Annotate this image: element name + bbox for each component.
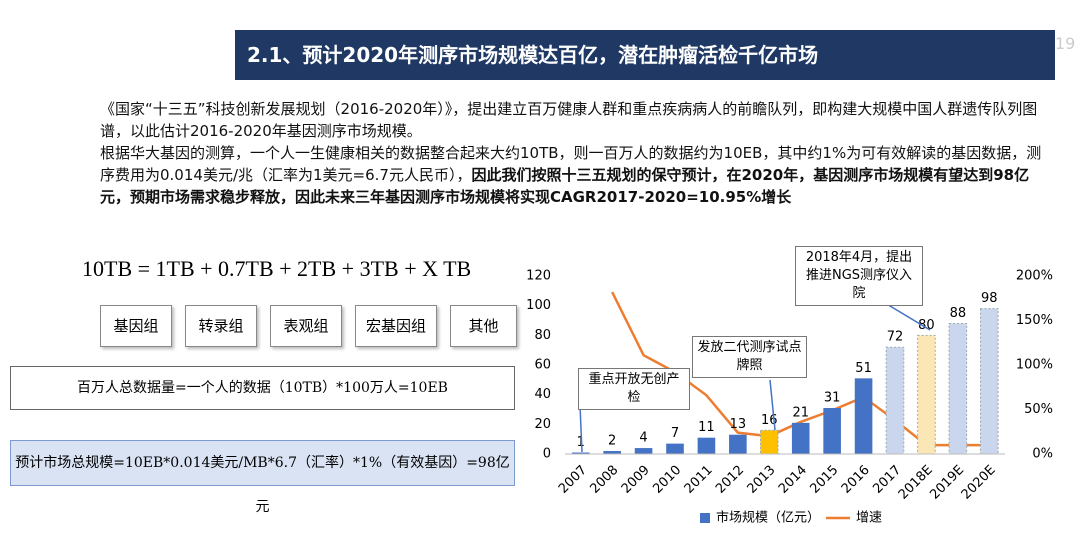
legend-label: 市场规模（亿元） bbox=[716, 510, 820, 526]
annotation: 重点开放无创产检 bbox=[578, 368, 690, 410]
bold-text: 因此我们按照十三五规划的保守预计，在2020年，基因测序市场规模有望达到98亿元… bbox=[100, 166, 1030, 206]
data-label: 7 bbox=[671, 426, 679, 441]
data-type: 转录组 bbox=[185, 305, 257, 347]
total-box: 百万人总数据量=一个人的数据（10TB）*100万人=10EB bbox=[10, 366, 515, 410]
y2-tick-label: 0% bbox=[1032, 447, 1053, 462]
y-tick-label: 20 bbox=[534, 417, 551, 432]
annotation: 发放二代测序试点牌照 bbox=[692, 336, 807, 378]
x-tick-label: 2012 bbox=[713, 463, 747, 497]
y-tick-label: 100 bbox=[526, 298, 551, 313]
bar bbox=[823, 408, 841, 454]
data-label: 80 bbox=[918, 318, 935, 333]
bar bbox=[791, 422, 810, 454]
data-type: 宏基因组 bbox=[355, 305, 437, 347]
data-label: 2 bbox=[608, 434, 616, 449]
legend-swatch bbox=[700, 513, 710, 523]
x-tick-label: 2013 bbox=[745, 463, 779, 497]
x-tick-label: 2020E bbox=[959, 463, 999, 503]
data-label: 72 bbox=[887, 330, 904, 345]
data-type: 表观组 bbox=[270, 305, 342, 347]
paragraph: 根据华大基因的测算，一个人一生健康相关的数据整合起来大约10TB，则一百万人的数… bbox=[100, 142, 1055, 208]
bar bbox=[979, 308, 999, 455]
paragraph: 根据华大基因的测算，一个人一生健康相关的数据整合起来大约10TB，则一百万人的数… bbox=[100, 144, 1042, 184]
bar bbox=[634, 448, 653, 454]
data-label: 4 bbox=[639, 431, 647, 446]
bar bbox=[854, 378, 873, 454]
x-tick-label: 2018E bbox=[896, 463, 936, 503]
annotation-arrow bbox=[769, 379, 776, 431]
annotation-arrow bbox=[579, 404, 583, 453]
data-type: 其他 bbox=[450, 305, 517, 347]
bar bbox=[948, 322, 968, 455]
y2-tick-label: 50% bbox=[1024, 402, 1053, 417]
data-label: 31 bbox=[824, 391, 841, 406]
bar bbox=[729, 434, 747, 454]
data-label: 21 bbox=[792, 405, 809, 420]
data-label: 98 bbox=[981, 291, 998, 306]
y-tick-label: 60 bbox=[534, 358, 551, 373]
data-label: 51 bbox=[855, 361, 872, 376]
formula: 10TB = 1TB + 0.7TB + 2TB + 3TB + X TB bbox=[82, 256, 472, 281]
y2-tick-label: 200% bbox=[1016, 269, 1053, 284]
x-tick-label: 2014 bbox=[776, 463, 810, 497]
x-tick-label: 2015 bbox=[807, 463, 841, 497]
bar bbox=[759, 429, 779, 455]
x-tick-label: 2009 bbox=[619, 463, 653, 497]
bar bbox=[666, 443, 684, 454]
x-tick-label: 2008 bbox=[587, 463, 621, 497]
bar bbox=[697, 437, 716, 454]
y-tick-label: 40 bbox=[534, 387, 551, 402]
x-tick-label: 2010 bbox=[650, 463, 684, 497]
data-label: 11 bbox=[698, 420, 715, 435]
y-tick-label: 80 bbox=[534, 328, 551, 343]
x-tick-label: 2016 bbox=[839, 463, 873, 497]
slide-title: 2.1、预计2020年测序市场规模达百亿，潜在肿瘤活检千亿市场 bbox=[235, 30, 1055, 80]
y2-tick-label: 100% bbox=[1016, 358, 1053, 373]
data-label: 88 bbox=[950, 306, 967, 321]
y-tick-label: 120 bbox=[526, 269, 551, 284]
x-tick-label: 2011 bbox=[682, 463, 716, 497]
paragraph: 《国家“十三五”科技创新发展规划（2016-2020年）》，提出建立百万健康人群… bbox=[100, 100, 1038, 140]
bar bbox=[571, 452, 590, 454]
body-text: 《国家“十三五”科技创新发展规划（2016-2020年）》，提出建立百万健康人群… bbox=[100, 98, 1055, 208]
bar bbox=[603, 451, 621, 454]
data-type: 基因组 bbox=[100, 305, 172, 347]
market-box: 预计市场总规模=10EB*0.014美元/MB*6.7（汇率）*1%（有效基因）… bbox=[10, 440, 515, 515]
page-number: 19 bbox=[1055, 34, 1076, 53]
bar bbox=[885, 346, 905, 455]
y-tick-label: 0 bbox=[543, 447, 551, 462]
y2-tick-label: 150% bbox=[1016, 313, 1053, 328]
bar bbox=[917, 334, 936, 455]
x-tick-label: 2007 bbox=[556, 463, 590, 497]
legend-label: 增速 bbox=[856, 511, 882, 526]
data-label: 13 bbox=[730, 417, 747, 432]
annotation: 2018年4月，提出推进NGS测序仪入院 bbox=[795, 246, 923, 306]
x-tick-label: 2019E bbox=[927, 463, 967, 503]
data-label: 1 bbox=[577, 435, 585, 450]
